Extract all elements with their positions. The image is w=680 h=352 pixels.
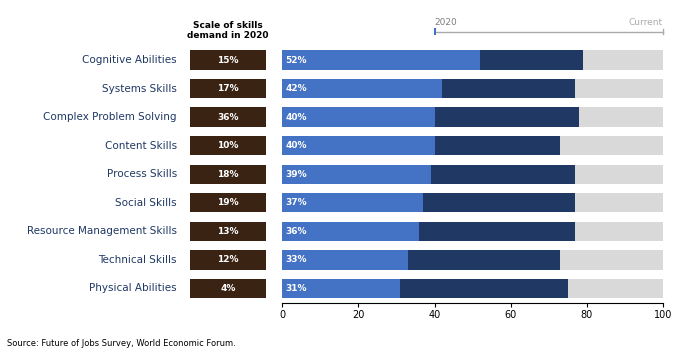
Bar: [282, 250, 408, 270]
FancyBboxPatch shape: [190, 164, 266, 184]
Text: 40%: 40%: [285, 113, 307, 122]
Text: 10%: 10%: [217, 141, 239, 150]
Text: 37%: 37%: [285, 198, 307, 207]
Text: 18%: 18%: [217, 170, 239, 179]
Bar: [282, 164, 575, 184]
Text: 31%: 31%: [285, 284, 307, 293]
Text: 36%: 36%: [285, 227, 307, 236]
Text: Social Skills: Social Skills: [115, 198, 177, 208]
Text: Scale of skills
demand in 2020: Scale of skills demand in 2020: [187, 21, 269, 40]
Text: 42%: 42%: [285, 84, 307, 93]
Bar: [282, 136, 663, 155]
Text: 52%: 52%: [285, 56, 307, 64]
Text: 15%: 15%: [217, 56, 239, 64]
Text: Resource Management Skills: Resource Management Skills: [27, 226, 177, 236]
Bar: [282, 193, 423, 213]
Text: 12%: 12%: [217, 256, 239, 264]
Bar: [282, 164, 430, 184]
Bar: [282, 79, 575, 98]
Text: 40%: 40%: [285, 141, 307, 150]
Bar: [282, 79, 663, 98]
Text: 36%: 36%: [217, 113, 239, 122]
Bar: [282, 222, 575, 241]
Bar: [282, 50, 480, 70]
Bar: [282, 193, 575, 213]
FancyBboxPatch shape: [190, 136, 266, 155]
Bar: [282, 136, 435, 155]
Text: Content Skills: Content Skills: [105, 141, 177, 151]
Bar: [282, 107, 579, 127]
FancyBboxPatch shape: [190, 250, 266, 270]
Bar: [282, 250, 560, 270]
Bar: [282, 279, 401, 298]
Bar: [282, 79, 442, 98]
Text: Technical Skills: Technical Skills: [99, 255, 177, 265]
FancyBboxPatch shape: [190, 79, 266, 98]
Bar: [282, 193, 663, 213]
FancyBboxPatch shape: [190, 107, 266, 127]
Text: Systems Skills: Systems Skills: [102, 83, 177, 94]
Bar: [282, 222, 420, 241]
Bar: [282, 279, 663, 298]
Text: Source: Future of Jobs Survey, World Economic Forum.: Source: Future of Jobs Survey, World Eco…: [7, 339, 235, 348]
Bar: [282, 136, 560, 155]
Bar: [282, 107, 435, 127]
Bar: [282, 164, 663, 184]
Text: 13%: 13%: [217, 227, 239, 236]
FancyBboxPatch shape: [190, 279, 266, 298]
Bar: [282, 250, 663, 270]
FancyBboxPatch shape: [190, 50, 266, 70]
Text: 4%: 4%: [220, 284, 235, 293]
Bar: [282, 50, 583, 70]
FancyBboxPatch shape: [190, 222, 266, 241]
Bar: [282, 222, 663, 241]
Text: Cognitive Abilities: Cognitive Abilities: [82, 55, 177, 65]
Text: Current: Current: [629, 18, 663, 27]
Text: Process Skills: Process Skills: [107, 169, 177, 179]
Bar: [282, 107, 663, 127]
FancyBboxPatch shape: [190, 193, 266, 213]
Text: 17%: 17%: [217, 84, 239, 93]
Text: Complex Problem Solving: Complex Problem Solving: [44, 112, 177, 122]
Text: 39%: 39%: [285, 170, 307, 179]
Bar: [282, 50, 663, 70]
Bar: [282, 279, 568, 298]
Text: 2020: 2020: [435, 18, 457, 27]
Text: 19%: 19%: [217, 198, 239, 207]
Text: 33%: 33%: [285, 256, 307, 264]
Text: Physical Abilities: Physical Abilities: [89, 283, 177, 294]
